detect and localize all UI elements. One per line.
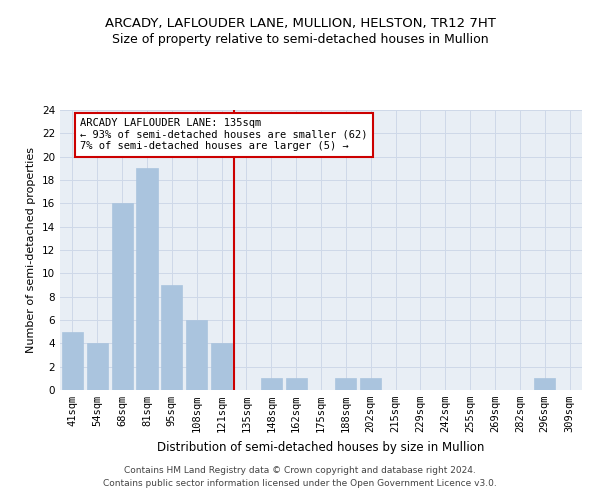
Bar: [211, 344, 232, 390]
Bar: [136, 168, 158, 390]
Bar: [360, 378, 381, 390]
X-axis label: Distribution of semi-detached houses by size in Mullion: Distribution of semi-detached houses by …: [157, 440, 485, 454]
Bar: [87, 344, 108, 390]
Bar: [534, 378, 555, 390]
Y-axis label: Number of semi-detached properties: Number of semi-detached properties: [26, 147, 37, 353]
Text: Contains HM Land Registry data © Crown copyright and database right 2024.
Contai: Contains HM Land Registry data © Crown c…: [103, 466, 497, 487]
Bar: [186, 320, 207, 390]
Text: ARCADY LAFLOUDER LANE: 135sqm
← 93% of semi-detached houses are smaller (62)
7% : ARCADY LAFLOUDER LANE: 135sqm ← 93% of s…: [80, 118, 367, 152]
Bar: [335, 378, 356, 390]
Bar: [62, 332, 83, 390]
Bar: [112, 204, 133, 390]
Bar: [286, 378, 307, 390]
Bar: [161, 285, 182, 390]
Text: ARCADY, LAFLOUDER LANE, MULLION, HELSTON, TR12 7HT: ARCADY, LAFLOUDER LANE, MULLION, HELSTON…: [104, 18, 496, 30]
Text: Size of property relative to semi-detached houses in Mullion: Size of property relative to semi-detach…: [112, 32, 488, 46]
Bar: [261, 378, 282, 390]
